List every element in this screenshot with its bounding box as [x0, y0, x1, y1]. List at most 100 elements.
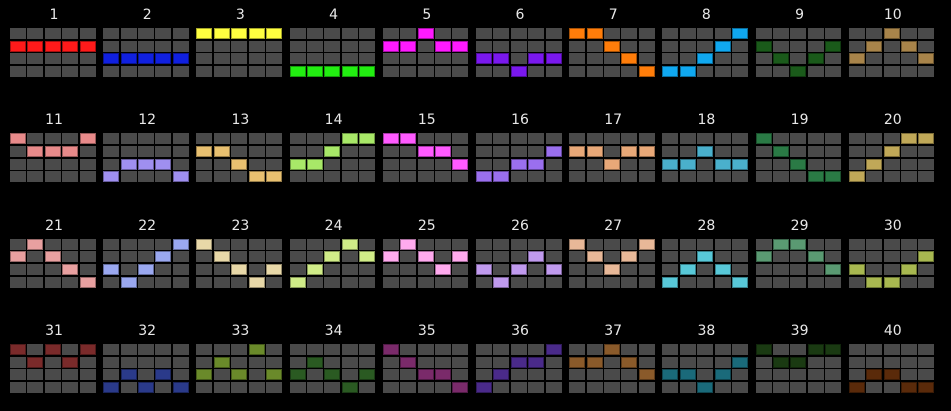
payline-cell [807, 145, 824, 157]
payline-cell [883, 133, 900, 145]
payline-cell [265, 251, 282, 263]
payline-cell [452, 263, 469, 275]
payline-cell-active [603, 158, 620, 170]
payline-cell [324, 40, 341, 52]
payline-cell [400, 158, 417, 170]
payline-cell [341, 251, 358, 263]
payline-cell-active [27, 238, 44, 250]
payline-cell-active [434, 40, 451, 52]
payline-cell [103, 145, 120, 157]
payline-cell [306, 369, 323, 381]
payline-number: 13 [231, 112, 250, 129]
payline-cell-active [155, 158, 172, 170]
payline-cell-active [103, 381, 120, 393]
payline-cell [248, 66, 265, 78]
payline-cells [848, 238, 937, 291]
payline-cell [883, 343, 900, 355]
payline-cell [545, 28, 562, 39]
payline-cell-active [883, 28, 900, 39]
payline-cell [807, 158, 824, 170]
payline-cells [382, 133, 471, 185]
payline-panel: 8 [662, 4, 750, 86]
payline-cell [714, 381, 731, 393]
payline-cell [714, 133, 731, 145]
payline-cell [137, 133, 154, 145]
payline-cell [62, 133, 79, 145]
payline-cell-active [44, 145, 61, 157]
payline-cell [697, 28, 714, 39]
payline-cells [476, 238, 564, 291]
payline-panel: 14 [289, 109, 378, 191]
payline-cell [341, 145, 358, 157]
payline-cell-active [137, 381, 154, 393]
payline-cell [382, 238, 399, 250]
payline-cell [714, 238, 731, 250]
payline-cells [848, 28, 937, 80]
payline-cell [731, 133, 748, 145]
payline-cell [900, 158, 917, 170]
payline-cell [731, 66, 748, 78]
payline-cell [755, 53, 772, 65]
payline-cell [900, 145, 917, 157]
payline-cell [866, 53, 883, 65]
payline-cell [265, 145, 282, 157]
payline-cell [848, 66, 865, 78]
payline-panel: 17 [569, 109, 657, 191]
payline-cell [883, 263, 900, 275]
payline-cell [493, 28, 510, 39]
payline-panel: 25 [382, 215, 471, 297]
payline-cell-active [790, 356, 807, 368]
payline-cell [400, 369, 417, 381]
payline-cell [918, 40, 935, 52]
payline-cell-active [196, 369, 213, 381]
payline-cell [476, 356, 492, 368]
payline-cell [476, 238, 492, 250]
payline-cell-active [866, 158, 883, 170]
payline-cell [155, 171, 172, 183]
payline-cell-active [213, 145, 230, 157]
payline-panel: 11 [10, 109, 98, 191]
payline-cell-active [848, 171, 865, 183]
payline-cell [510, 171, 527, 183]
payline-cell [155, 133, 172, 145]
payline-panel: 33 [196, 320, 284, 402]
payline-cell [900, 343, 917, 355]
payline-cell [120, 251, 137, 263]
payline-cell [306, 28, 323, 39]
payline-panel: 24 [289, 215, 378, 297]
payline-cell [452, 133, 469, 145]
payline-panel: 21 [10, 215, 98, 297]
payline-number: 37 [604, 322, 623, 339]
payline-cell [528, 343, 545, 355]
payline-cell [848, 145, 865, 157]
payline-cell [772, 276, 789, 288]
payline-cell-active [452, 381, 469, 393]
payline-cell [306, 133, 323, 145]
payline-cell-active [755, 251, 772, 263]
payline-number: 19 [790, 112, 809, 129]
payline-cell [289, 343, 306, 355]
payline-number: 27 [604, 217, 623, 234]
payline-cell [289, 171, 306, 183]
payline-cell [790, 40, 807, 52]
payline-cell [697, 238, 714, 250]
payline-cell [400, 171, 417, 183]
payline-cell [155, 381, 172, 393]
payline-cell [528, 276, 545, 288]
payline-cell [621, 28, 638, 39]
payline-cell [569, 133, 586, 145]
payline-cell [452, 238, 469, 250]
payline-cell [79, 171, 96, 183]
payline-cell [586, 238, 603, 250]
payline-cell [306, 381, 323, 393]
payline-cell-active [400, 238, 417, 250]
payline-cell-active [866, 276, 883, 288]
payline-number: 1 [49, 7, 59, 23]
payline-cell [790, 263, 807, 275]
payline-cell [638, 158, 655, 170]
payline-cell-active [825, 343, 842, 355]
payline-cell [603, 251, 620, 263]
payline-cell [848, 276, 865, 288]
payline-cell [545, 251, 562, 263]
payline-cell-active [790, 158, 807, 170]
